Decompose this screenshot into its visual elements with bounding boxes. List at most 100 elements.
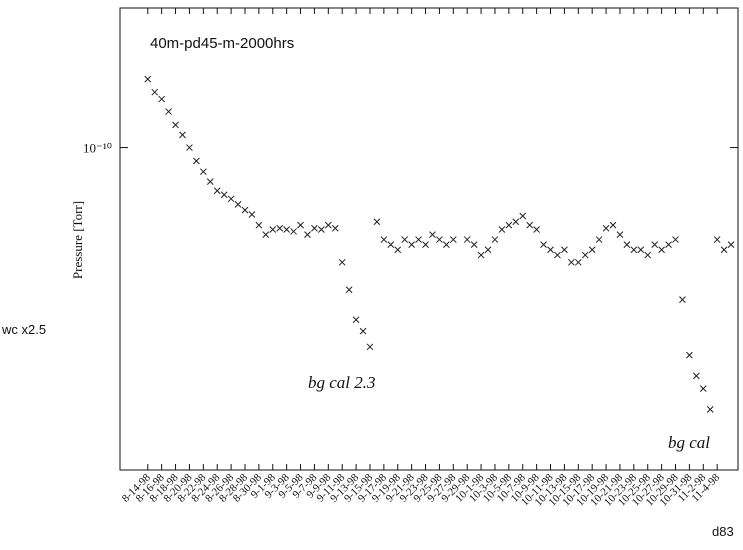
marker-stroke: [595, 236, 603, 243]
marker-stroke: [630, 246, 638, 254]
marker: [672, 236, 679, 243]
marker: [637, 246, 645, 254]
marker-stroke: [644, 251, 652, 259]
y-tick-label: 10⁻¹⁰: [83, 141, 112, 156]
marker-stroke: [463, 236, 471, 243]
marker-stroke: [234, 201, 242, 208]
marker: [533, 226, 540, 233]
marker: [727, 241, 735, 248]
marker-stroke: [387, 241, 395, 248]
marker: [699, 385, 707, 392]
marker-stroke: [255, 221, 263, 229]
marker: [443, 241, 450, 248]
marker-stroke: [699, 385, 707, 392]
marker: [581, 251, 589, 259]
marker: [311, 224, 318, 232]
marker: [206, 178, 214, 185]
marker: [651, 241, 659, 248]
marker: [436, 236, 443, 243]
marker-stroke: [199, 168, 207, 176]
marker-stroke: [269, 226, 277, 233]
marker-stroke: [449, 236, 457, 243]
marker-stroke: [512, 218, 520, 226]
marker-stroke: [415, 236, 422, 243]
marker-stroke: [193, 157, 200, 165]
marker: [644, 251, 652, 259]
marker: [429, 231, 436, 239]
marker: [179, 131, 186, 139]
marker: [679, 296, 686, 303]
marker: [158, 95, 166, 103]
marker: [331, 224, 339, 232]
marker-stroke: [179, 131, 186, 139]
marker: [519, 212, 527, 220]
marker-stroke: [567, 258, 575, 266]
marker: [338, 258, 346, 266]
marker: [234, 201, 242, 208]
marker: [345, 286, 353, 294]
marker-stroke: [679, 296, 686, 303]
marker-stroke: [561, 246, 568, 254]
marker: [352, 316, 360, 324]
marker: [283, 226, 291, 233]
marker-stroke: [144, 75, 152, 83]
marker: [248, 211, 256, 218]
marker-stroke: [574, 258, 582, 266]
annotation: bg cal: [668, 433, 710, 452]
marker-stroke: [686, 351, 693, 359]
marker: [477, 251, 485, 259]
marker-stroke: [623, 241, 631, 248]
marker-stroke: [165, 108, 172, 115]
marker: [512, 218, 520, 226]
marker-stroke: [651, 241, 659, 248]
marker-stroke: [290, 228, 297, 235]
marker-stroke: [443, 241, 450, 248]
marker: [526, 221, 534, 229]
marker-stroke: [706, 406, 714, 413]
marker: [616, 231, 624, 239]
marker-stroke: [331, 224, 339, 232]
marker-stroke: [401, 236, 409, 243]
marker: [713, 236, 721, 243]
marker-stroke: [206, 178, 214, 185]
marker-stroke: [172, 121, 179, 129]
marker: [720, 246, 728, 254]
marker-stroke: [304, 231, 311, 239]
marker-stroke: [637, 246, 645, 254]
marker-stroke: [540, 241, 547, 248]
marker-stroke: [241, 206, 249, 214]
marker-stroke: [477, 251, 485, 259]
marker: [706, 406, 714, 413]
marker: [498, 226, 506, 233]
marker: [220, 191, 228, 199]
marker: [297, 221, 304, 229]
marker-stroke: [609, 221, 617, 229]
marker: [686, 351, 693, 359]
marker: [394, 246, 402, 254]
marker: [227, 195, 235, 203]
marker: [318, 226, 325, 233]
marker-stroke: [533, 226, 540, 233]
marker-stroke: [713, 236, 721, 243]
marker-stroke: [338, 258, 346, 266]
marker-stroke: [359, 327, 367, 335]
marker-stroke: [692, 372, 700, 380]
marker: [255, 221, 263, 229]
marker: [276, 224, 284, 232]
marker-stroke: [581, 251, 589, 259]
marker: [602, 224, 610, 232]
chart-title: 40m-pd45-m-2000hrs: [150, 35, 294, 52]
marker-stroke: [297, 221, 304, 229]
marker: [269, 226, 277, 233]
marker: [366, 343, 374, 351]
marker: [373, 218, 381, 226]
marker: [567, 258, 575, 266]
marker: [623, 241, 631, 248]
marker-stroke: [318, 226, 325, 233]
marker-stroke: [498, 226, 506, 233]
marker-stroke: [283, 226, 291, 233]
marker: [630, 246, 638, 254]
marker: [692, 372, 700, 380]
marker: [262, 231, 270, 239]
